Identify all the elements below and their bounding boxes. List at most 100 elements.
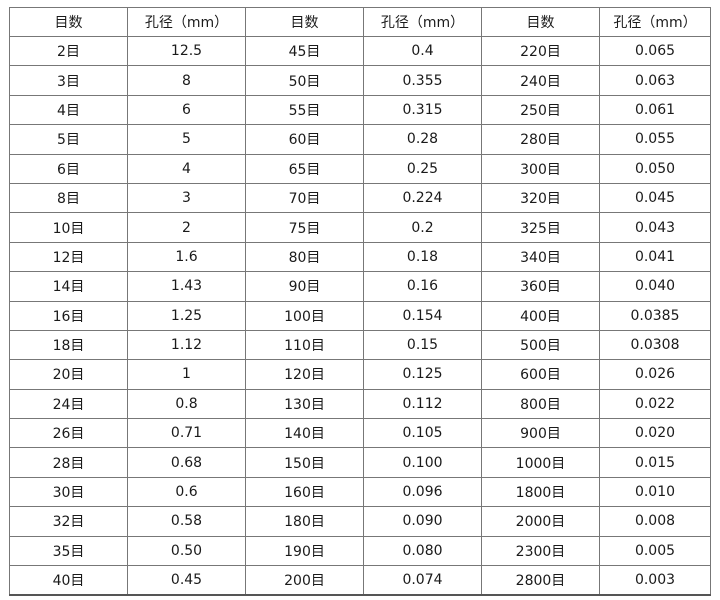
mesh-cell: 10目: [9, 212, 128, 243]
aperture-cell: 0.18: [363, 241, 482, 273]
table-row: 20目 1 120目 0.125 600目 0.026: [9, 359, 711, 390]
aperture-cell: 12.5: [127, 35, 246, 67]
mesh-cell: 18目: [9, 329, 128, 361]
aperture-cell: 0.015: [599, 447, 711, 478]
mesh-cell: 12目: [9, 241, 128, 273]
aperture-cell: 0.063: [599, 65, 711, 96]
aperture-cell: 1.43: [127, 271, 246, 302]
table-row: 14目 1.43 90目 0.16 360目 0.040: [9, 271, 711, 302]
mesh-cell: 200目: [245, 565, 364, 596]
mesh-cell: 100目: [245, 300, 364, 331]
mesh-cell: 8目: [9, 182, 128, 214]
aperture-cell: 0.100: [363, 447, 482, 478]
mesh-cell: 35目: [9, 535, 128, 567]
aperture-cell: 0.71: [127, 418, 246, 449]
aperture-cell: 0.68: [127, 447, 246, 478]
mesh-cell: 600目: [481, 359, 600, 390]
mesh-cell: 220目: [481, 35, 600, 67]
aperture-cell: 0.154: [363, 300, 482, 331]
mesh-cell: 60目: [245, 124, 364, 155]
mesh-cell: 26目: [9, 418, 128, 449]
table-row: 26目 0.71 140目 0.105 900目 0.020: [9, 418, 711, 449]
aperture-cell: 2: [127, 212, 246, 243]
aperture-cell: 0.355: [363, 65, 482, 96]
mesh-cell: 300目: [481, 153, 600, 184]
mesh-cell: 28目: [9, 447, 128, 478]
aperture-cell: 5: [127, 124, 246, 155]
mesh-cell: 80目: [245, 241, 364, 273]
table-row: 32目 0.58 180目 0.090 2000目 0.008: [9, 506, 711, 537]
table-row: 40目 0.45 200目 0.074 2800目 0.003: [9, 565, 711, 596]
table-row: 5目 5 60目 0.28 280目 0.055: [9, 124, 711, 155]
mesh-cell: 500目: [481, 329, 600, 361]
aperture-cell: 3: [127, 182, 246, 214]
aperture-cell: 6: [127, 94, 246, 126]
aperture-cell: 0.224: [363, 182, 482, 214]
table-row: 35目 0.50 190目 0.080 2300目 0.005: [9, 535, 711, 567]
mesh-cell: 24目: [9, 388, 128, 420]
aperture-cell: 0.003: [599, 565, 711, 596]
header-row: 目数 孔径（mm） 目数 孔径（mm） 目数 孔径（mm）: [9, 7, 711, 37]
table-row: 28目 0.68 150目 0.100 1000目 0.015: [9, 447, 711, 478]
mesh-cell: 2目: [9, 35, 128, 67]
aperture-cell: 0.0385: [599, 300, 711, 331]
aperture-cell: 0.105: [363, 418, 482, 449]
mesh-aperture-table: 目数 孔径（mm） 目数 孔径（mm） 目数 孔径（mm） 2目 12.5 45目 0.4 220…: [9, 7, 711, 597]
aperture-cell: 0.6: [127, 476, 246, 508]
aperture-cell: 0.041: [599, 241, 711, 273]
aperture-cell: 0.0308: [599, 329, 711, 361]
aperture-cell: 1.12: [127, 329, 246, 361]
header-mesh: 目数: [9, 7, 128, 37]
aperture-cell: 0.065: [599, 35, 711, 67]
table-row: 8目 3 70目 0.224 320目 0.045: [9, 182, 711, 214]
aperture-cell: 0.010: [599, 476, 711, 508]
mesh-cell: 280目: [481, 124, 600, 155]
aperture-cell: 0.026: [599, 359, 711, 390]
mesh-cell: 6目: [9, 153, 128, 184]
mesh-cell: 360目: [481, 271, 600, 302]
mesh-cell: 150目: [245, 447, 364, 478]
mesh-cell: 90目: [245, 271, 364, 302]
mesh-cell: 240目: [481, 65, 600, 96]
table-row: 30目 0.6 160目 0.096 1800目 0.010: [9, 476, 711, 508]
aperture-cell: 0.15: [363, 329, 482, 361]
aperture-cell: 0.315: [363, 94, 482, 126]
mesh-cell: 40目: [9, 565, 128, 596]
mesh-cell: 45目: [245, 35, 364, 67]
mesh-cell: 20目: [9, 359, 128, 390]
mesh-cell: 120目: [245, 359, 364, 390]
mesh-cell: 3目: [9, 65, 128, 96]
mesh-cell: 320目: [481, 182, 600, 214]
mesh-cell: 110目: [245, 329, 364, 361]
table-row: 3目 8 50目 0.355 240目 0.063: [9, 65, 711, 96]
aperture-cell: 1.6: [127, 241, 246, 273]
aperture-cell: 0.022: [599, 388, 711, 420]
aperture-cell: 4: [127, 153, 246, 184]
aperture-cell: 1: [127, 359, 246, 390]
aperture-cell: 0.16: [363, 271, 482, 302]
mesh-cell: 2800目: [481, 565, 600, 596]
table-row: 2目 12.5 45目 0.4 220目 0.065: [9, 35, 711, 67]
mesh-cell: 4目: [9, 94, 128, 126]
mesh-cell: 50目: [245, 65, 364, 96]
header-aperture: 孔径（mm）: [599, 7, 711, 37]
aperture-cell: 0.008: [599, 506, 711, 537]
mesh-cell: 250目: [481, 94, 600, 126]
table-row: 10目 2 75目 0.2 325目 0.043: [9, 212, 711, 243]
aperture-cell: 0.28: [363, 124, 482, 155]
mesh-cell: 400目: [481, 300, 600, 331]
table-row: 12目 1.6 80目 0.18 340目 0.041: [9, 241, 711, 273]
table-row: 4目 6 55目 0.315 250目 0.061: [9, 94, 711, 126]
aperture-cell: 0.125: [363, 359, 482, 390]
mesh-cell: 190目: [245, 535, 364, 567]
aperture-cell: 0.58: [127, 506, 246, 537]
aperture-cell: 0.005: [599, 535, 711, 567]
aperture-cell: 0.2: [363, 212, 482, 243]
aperture-cell: 0.061: [599, 94, 711, 126]
mesh-cell: 14目: [9, 271, 128, 302]
mesh-cell: 180目: [245, 506, 364, 537]
table-row: 6目 4 65目 0.25 300目 0.050: [9, 153, 711, 184]
mesh-cell: 800目: [481, 388, 600, 420]
mesh-cell: 1800目: [481, 476, 600, 508]
aperture-cell: 0.074: [363, 565, 482, 596]
